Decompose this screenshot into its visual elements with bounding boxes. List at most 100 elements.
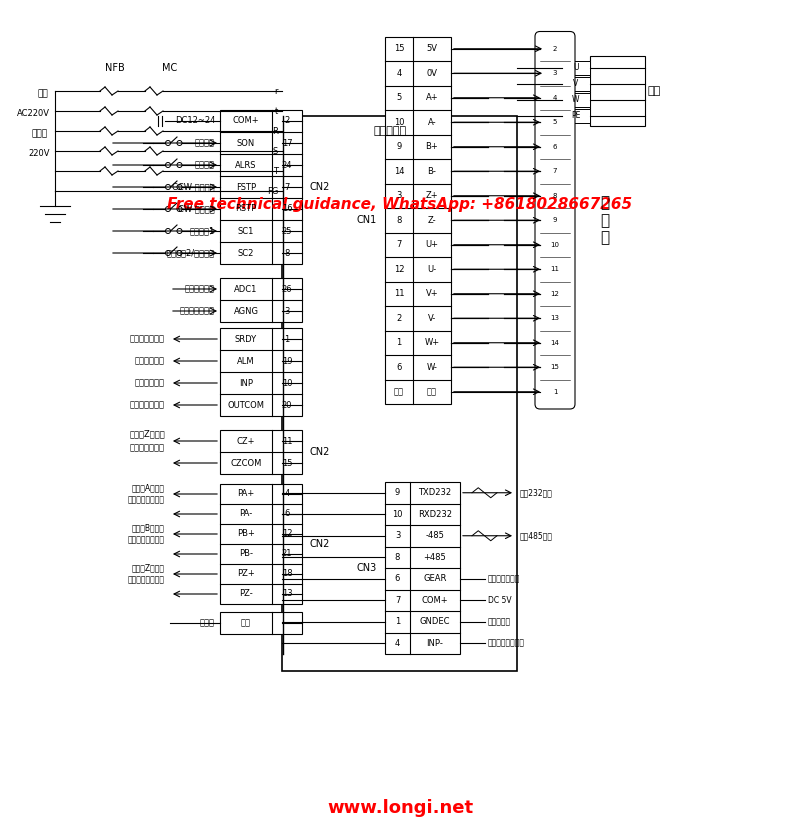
- Text: 14: 14: [394, 167, 404, 176]
- Text: 10: 10: [550, 242, 559, 248]
- Text: 4: 4: [395, 638, 400, 648]
- Text: 11: 11: [282, 436, 292, 445]
- Text: CN1: CN1: [357, 216, 377, 225]
- Text: 15: 15: [550, 364, 559, 370]
- Text: MC: MC: [162, 63, 178, 73]
- Text: PZ+: PZ+: [237, 569, 255, 578]
- Text: 或单相: 或单相: [32, 129, 48, 138]
- Text: 12: 12: [550, 291, 559, 297]
- Text: W-: W-: [426, 363, 438, 372]
- Text: 1: 1: [553, 389, 558, 395]
- Text: 9: 9: [553, 217, 558, 223]
- Text: 编码器A相输出: 编码器A相输出: [132, 483, 165, 492]
- Bar: [385, 36, 451, 404]
- Text: 编码器B相输出: 编码器B相输出: [132, 524, 165, 533]
- Text: 速度选择1: 速度选择1: [190, 226, 215, 235]
- Text: PA-: PA-: [239, 510, 253, 519]
- Text: T: T: [273, 167, 278, 175]
- Text: 21: 21: [282, 549, 292, 558]
- Text: B-: B-: [427, 167, 437, 176]
- Text: 3: 3: [553, 70, 558, 76]
- Text: 6: 6: [284, 510, 290, 519]
- Text: DC 5V: DC 5V: [488, 596, 512, 605]
- Text: U: U: [574, 64, 578, 73]
- Text: 10: 10: [392, 510, 402, 519]
- Text: PZ-: PZ-: [239, 590, 253, 599]
- Text: COM+: COM+: [233, 116, 259, 126]
- Text: 伺服报警输出: 伺服报警输出: [135, 357, 165, 365]
- Text: CCW 驱动禁止: CCW 驱动禁止: [172, 183, 215, 192]
- Text: OUTCOM: OUTCOM: [227, 401, 265, 410]
- Text: 伺服准备好输出: 伺服准备好输出: [130, 335, 165, 344]
- Text: 12: 12: [394, 265, 404, 273]
- Text: 25: 25: [282, 226, 292, 235]
- Bar: [220, 278, 302, 322]
- Text: 2: 2: [396, 314, 402, 323]
- Text: 外壳: 外壳: [241, 619, 251, 628]
- Text: 3: 3: [396, 192, 402, 200]
- Text: 电机: 电机: [648, 86, 662, 96]
- Text: V: V: [574, 79, 578, 88]
- Bar: [562, 93, 590, 107]
- Text: 第二电子齿轮比: 第二电子齿轮比: [488, 574, 520, 583]
- Text: 24: 24: [282, 160, 292, 169]
- Text: U+: U+: [426, 240, 438, 249]
- Text: 屏蔽: 屏蔽: [427, 387, 437, 396]
- Text: 19: 19: [282, 357, 292, 365]
- Text: 模拟输入公共端: 模拟输入公共端: [180, 306, 215, 316]
- Text: 编
码
器: 编 码 器: [601, 196, 610, 245]
- Text: 3: 3: [284, 306, 290, 316]
- Text: CN2: CN2: [310, 539, 330, 549]
- Text: SON: SON: [237, 139, 255, 148]
- Text: FSTP: FSTP: [236, 183, 256, 192]
- Text: FG: FG: [266, 187, 278, 196]
- Text: 15: 15: [394, 45, 404, 53]
- Bar: [282, 116, 517, 671]
- Text: 外壳: 外壳: [394, 387, 404, 396]
- Text: AGNG: AGNG: [234, 306, 258, 316]
- Text: 7: 7: [396, 240, 402, 249]
- Text: Z+: Z+: [426, 192, 438, 200]
- Text: INP-: INP-: [426, 638, 443, 648]
- Text: 伺服输出公共端: 伺服输出公共端: [130, 401, 165, 410]
- Text: ALRS: ALRS: [235, 160, 257, 169]
- Text: 17: 17: [282, 139, 292, 148]
- Text: S: S: [273, 146, 278, 155]
- Text: 26: 26: [282, 284, 292, 293]
- Text: 6: 6: [396, 363, 402, 372]
- Text: r: r: [274, 87, 278, 96]
- Text: R: R: [272, 126, 278, 135]
- Text: CZ+: CZ+: [237, 436, 255, 445]
- Bar: [220, 484, 302, 604]
- Bar: [562, 77, 590, 91]
- Text: TXD232: TXD232: [418, 488, 451, 497]
- Text: （差动线路驱动）: （差动线路驱动）: [128, 496, 165, 505]
- Text: SC1: SC1: [238, 226, 254, 235]
- Text: SC2: SC2: [238, 249, 254, 258]
- Text: 11: 11: [394, 289, 404, 298]
- Text: 屏蔽地: 屏蔽地: [200, 619, 215, 628]
- Text: 14: 14: [550, 339, 559, 346]
- Bar: [562, 61, 590, 75]
- Text: 报警清除: 报警清除: [195, 160, 215, 169]
- Text: （差动线路驱动）: （差动线路驱动）: [128, 576, 165, 585]
- Text: （关动线路驱动）: （关动线路驱动）: [128, 535, 165, 544]
- Text: 2: 2: [553, 45, 557, 52]
- Text: 1: 1: [395, 617, 400, 626]
- Text: NFB: NFB: [105, 63, 125, 73]
- Text: 7: 7: [553, 169, 558, 174]
- Text: A-: A-: [428, 118, 436, 126]
- Text: CN2: CN2: [310, 182, 330, 192]
- Text: DC12~24: DC12~24: [174, 116, 215, 126]
- Text: 定位完成输出负端: 定位完成输出负端: [488, 638, 525, 648]
- Text: www.longi.net: www.longi.net: [327, 799, 473, 817]
- Bar: [220, 328, 302, 416]
- Text: 11: 11: [550, 266, 559, 273]
- Text: 8: 8: [396, 216, 402, 225]
- Text: 2: 2: [284, 116, 290, 126]
- Text: W: W: [572, 96, 580, 105]
- Text: 模拟指令输入: 模拟指令输入: [185, 284, 215, 293]
- Text: 定位完成输出: 定位完成输出: [135, 378, 165, 387]
- Text: 10: 10: [282, 378, 292, 387]
- Text: 三相: 三相: [38, 89, 48, 98]
